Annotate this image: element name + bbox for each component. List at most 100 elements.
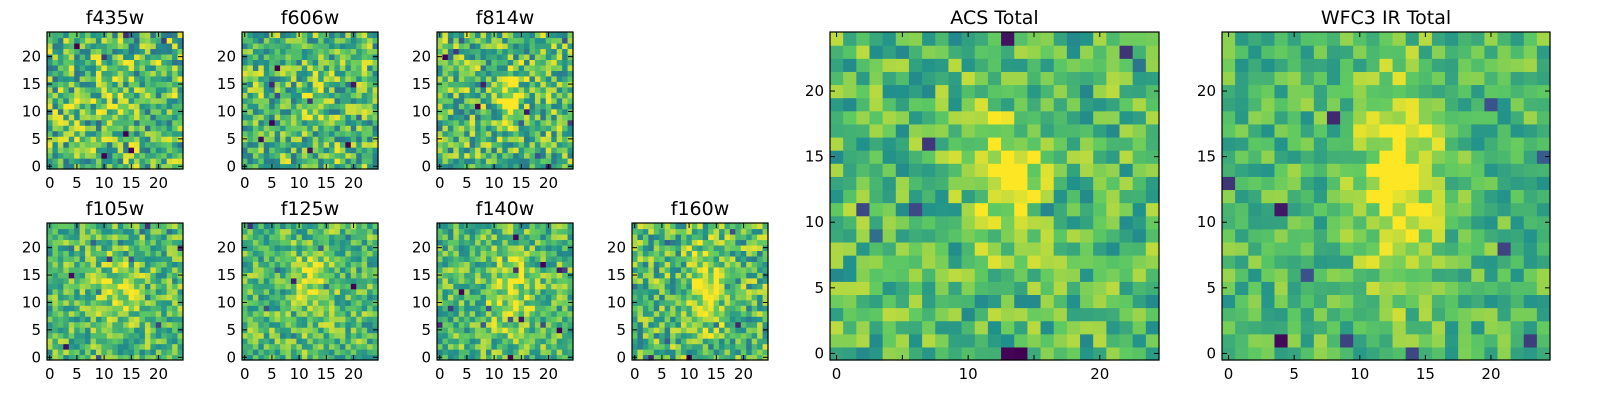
heatmap-cell (475, 239, 482, 246)
heatmap-cell (290, 42, 297, 50)
heatmap-cell (529, 158, 536, 165)
heatmap-cell (52, 152, 59, 159)
heatmap-cell (540, 233, 547, 241)
heatmap-cell (458, 233, 465, 241)
heatmap-cell (307, 108, 314, 115)
heatmap-cell (1040, 215, 1055, 230)
heatmap-cell (922, 215, 936, 230)
heatmap-cell (922, 163, 936, 177)
heatmap-cell (367, 299, 374, 306)
heatmap-cell (935, 281, 950, 295)
heatmap-cell (280, 321, 287, 328)
y-tick-label: 20 (412, 48, 431, 66)
heatmap-cell (172, 233, 179, 241)
heatmap-cell (252, 244, 259, 251)
heatmap-cell (52, 130, 59, 137)
heatmap-cell (258, 277, 265, 284)
heatmap-cell (252, 42, 259, 50)
heatmap-cell (562, 332, 569, 339)
heatmap-cell (101, 97, 108, 104)
heatmap-cell (458, 97, 465, 104)
heatmap-cell (166, 86, 173, 93)
heatmap-cell (856, 255, 871, 269)
heatmap-cell (961, 163, 976, 177)
heatmap-cell (52, 299, 59, 306)
heatmap-cell (356, 163, 363, 170)
heatmap-cell (735, 299, 742, 306)
heatmap-cell (686, 288, 693, 295)
heatmap-cell (101, 233, 108, 241)
heatmap-cell (144, 103, 151, 110)
heatmap-cell (480, 97, 487, 104)
heatmap-cell (648, 266, 655, 273)
heatmap-cell (258, 305, 265, 312)
heatmap-cell (719, 338, 726, 345)
heatmap-cell (274, 119, 281, 126)
heatmap-cell (453, 233, 460, 241)
heatmap-cell (128, 244, 135, 251)
heatmap-cell (524, 354, 531, 361)
heatmap-cell (274, 37, 281, 44)
heatmap-cell (334, 294, 341, 301)
heatmap-cell (318, 53, 325, 60)
heatmap-cell (47, 261, 54, 268)
heatmap-cell (545, 97, 552, 104)
heatmap-cell (242, 228, 249, 235)
heatmap-cell (1119, 320, 1134, 335)
heatmap-cell (556, 147, 563, 154)
heatmap-cell (361, 244, 368, 251)
heatmap-cell (502, 59, 509, 66)
heatmap-cell (177, 141, 184, 148)
heatmap-cell (155, 288, 162, 295)
heatmap-cell (144, 42, 151, 50)
heatmap-cell (312, 86, 319, 93)
heatmap-cell (90, 103, 97, 110)
heatmap-cell (79, 321, 86, 328)
heatmap-cell (1106, 346, 1121, 361)
heatmap-cell (534, 108, 541, 115)
axes-frame (241, 31, 379, 170)
heatmap-cell (469, 152, 476, 159)
heatmap-cell (567, 37, 574, 44)
heatmap-cell (85, 294, 92, 301)
heatmap-cell (502, 48, 509, 55)
heatmap-cell (1014, 346, 1028, 361)
heatmap-cell (112, 294, 119, 301)
heatmap-cell (882, 176, 897, 191)
heatmap-cell (485, 239, 492, 246)
heatmap-cell (312, 158, 319, 165)
heatmap-cell (57, 316, 64, 323)
heatmap-cell (356, 354, 363, 361)
heatmap-cell (155, 239, 162, 246)
heatmap-cell (172, 299, 179, 306)
heatmap-cell (556, 108, 563, 115)
heatmap-cell (258, 354, 265, 361)
heatmap-cell (172, 125, 179, 132)
heatmap-cell (453, 316, 460, 323)
heatmap-cell (1040, 189, 1055, 204)
heatmap-cell (90, 70, 97, 77)
heatmap-cell (318, 321, 325, 328)
heatmap-cell (247, 327, 254, 334)
heatmap-cell (1119, 189, 1134, 204)
heatmap-cell (437, 250, 444, 257)
heatmap-cell (367, 228, 374, 235)
heatmap-cell (68, 288, 75, 295)
heatmap-cell (345, 338, 352, 345)
heatmap-cell (507, 158, 514, 165)
heatmap-cell (285, 250, 292, 257)
heatmap-cell (79, 32, 86, 39)
heatmap-cell (458, 288, 465, 295)
heatmap-cell (529, 299, 536, 306)
heatmap-cell (79, 277, 86, 284)
heatmap-cell (518, 266, 525, 273)
heatmap-cell (139, 141, 146, 148)
heatmap-cell (155, 305, 162, 312)
heatmap-cell (318, 141, 325, 148)
heatmap-cell (551, 92, 558, 99)
heatmap-cell (642, 316, 649, 323)
heatmap-cell (177, 338, 184, 345)
heatmap-cell (312, 125, 319, 132)
heatmap-cell (285, 103, 292, 110)
heatmap-cell (485, 136, 492, 143)
